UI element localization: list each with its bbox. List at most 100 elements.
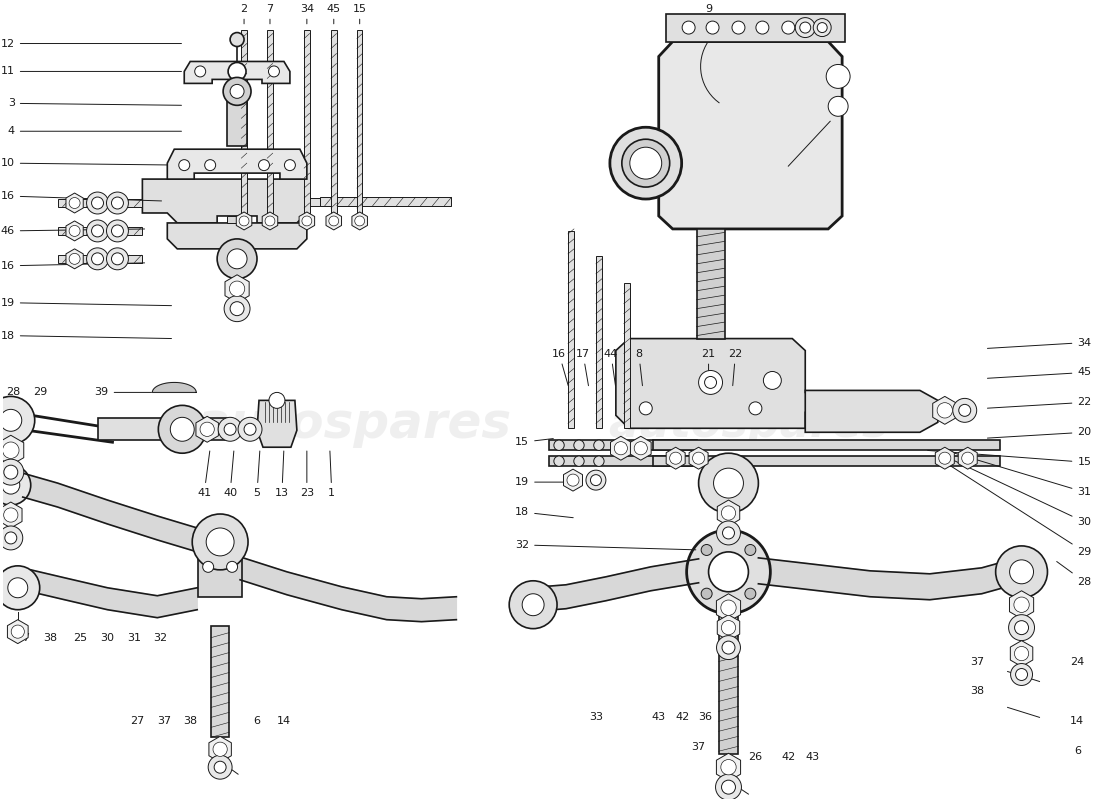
Circle shape <box>208 755 232 779</box>
Bar <box>227 94 248 146</box>
Circle shape <box>205 160 216 170</box>
Polygon shape <box>933 396 957 424</box>
Text: 22: 22 <box>988 398 1091 408</box>
Text: 26: 26 <box>748 752 762 762</box>
Polygon shape <box>31 570 197 618</box>
Text: 38: 38 <box>725 762 739 772</box>
Circle shape <box>701 588 712 599</box>
Circle shape <box>69 226 80 237</box>
Polygon shape <box>236 212 252 230</box>
Polygon shape <box>717 500 739 526</box>
Polygon shape <box>226 274 250 302</box>
Text: 37: 37 <box>157 716 172 726</box>
Circle shape <box>213 742 228 756</box>
Text: 19: 19 <box>1 298 172 308</box>
Text: 44: 44 <box>604 349 618 386</box>
Polygon shape <box>240 557 456 622</box>
Circle shape <box>0 526 23 550</box>
Circle shape <box>0 410 22 431</box>
Polygon shape <box>299 212 315 230</box>
Text: 13: 13 <box>275 451 289 498</box>
Circle shape <box>301 216 311 226</box>
Polygon shape <box>758 558 1018 600</box>
Circle shape <box>87 192 109 214</box>
Circle shape <box>354 216 364 226</box>
Text: 41: 41 <box>197 451 211 498</box>
Text: 37: 37 <box>970 657 985 666</box>
Circle shape <box>698 454 758 513</box>
Polygon shape <box>209 736 231 762</box>
Polygon shape <box>1010 590 1034 618</box>
Polygon shape <box>541 559 698 610</box>
Circle shape <box>87 248 109 270</box>
Circle shape <box>937 402 953 418</box>
Text: 38: 38 <box>970 686 985 697</box>
Bar <box>596 256 602 428</box>
Circle shape <box>639 402 652 415</box>
Bar <box>666 14 845 42</box>
Text: 32: 32 <box>515 540 696 550</box>
Text: 4: 4 <box>8 126 182 136</box>
Circle shape <box>782 21 795 34</box>
Circle shape <box>206 528 234 556</box>
Text: 12: 12 <box>1 38 182 49</box>
Circle shape <box>111 197 123 209</box>
Bar <box>549 456 696 466</box>
Circle shape <box>224 423 236 435</box>
Circle shape <box>732 21 745 34</box>
Circle shape <box>158 406 206 454</box>
Text: 10: 10 <box>1 158 182 168</box>
Circle shape <box>745 545 756 555</box>
Circle shape <box>0 465 31 505</box>
Circle shape <box>69 254 80 264</box>
Circle shape <box>594 440 604 450</box>
Text: autospares: autospares <box>608 403 889 446</box>
Polygon shape <box>326 212 341 230</box>
Circle shape <box>591 474 602 486</box>
Circle shape <box>1014 621 1028 634</box>
Text: 33: 33 <box>588 712 603 722</box>
Circle shape <box>8 578 28 598</box>
Bar <box>331 30 337 213</box>
Bar <box>241 30 246 213</box>
Circle shape <box>682 21 695 34</box>
Circle shape <box>11 625 24 638</box>
Circle shape <box>722 506 736 520</box>
Polygon shape <box>630 436 651 460</box>
Circle shape <box>716 521 740 545</box>
Circle shape <box>705 377 716 389</box>
Polygon shape <box>716 754 740 781</box>
Text: 16: 16 <box>1 191 162 201</box>
Text: 29: 29 <box>34 387 47 398</box>
Text: 14: 14 <box>1070 716 1085 726</box>
Bar <box>300 198 419 206</box>
Circle shape <box>554 440 564 450</box>
Circle shape <box>708 552 748 592</box>
Polygon shape <box>716 594 740 622</box>
Circle shape <box>91 197 103 209</box>
Circle shape <box>574 440 584 450</box>
Polygon shape <box>66 221 84 241</box>
Circle shape <box>715 774 741 800</box>
Circle shape <box>192 514 248 570</box>
Circle shape <box>961 452 974 464</box>
Bar <box>57 255 142 262</box>
Text: 43: 43 <box>651 712 666 722</box>
Circle shape <box>996 546 1047 598</box>
Circle shape <box>0 459 24 485</box>
Circle shape <box>817 22 827 33</box>
Polygon shape <box>935 447 955 469</box>
Circle shape <box>3 465 18 479</box>
Text: 7: 7 <box>266 4 274 24</box>
Circle shape <box>2 442 19 458</box>
Text: 25: 25 <box>74 633 88 642</box>
Circle shape <box>268 66 279 77</box>
Text: 6: 6 <box>253 716 261 726</box>
Circle shape <box>239 216 249 226</box>
Text: 5: 5 <box>253 451 261 498</box>
Circle shape <box>1009 614 1034 641</box>
Text: 20: 20 <box>988 427 1091 438</box>
Circle shape <box>230 281 245 297</box>
Text: 36: 36 <box>698 712 713 722</box>
Circle shape <box>722 780 736 794</box>
